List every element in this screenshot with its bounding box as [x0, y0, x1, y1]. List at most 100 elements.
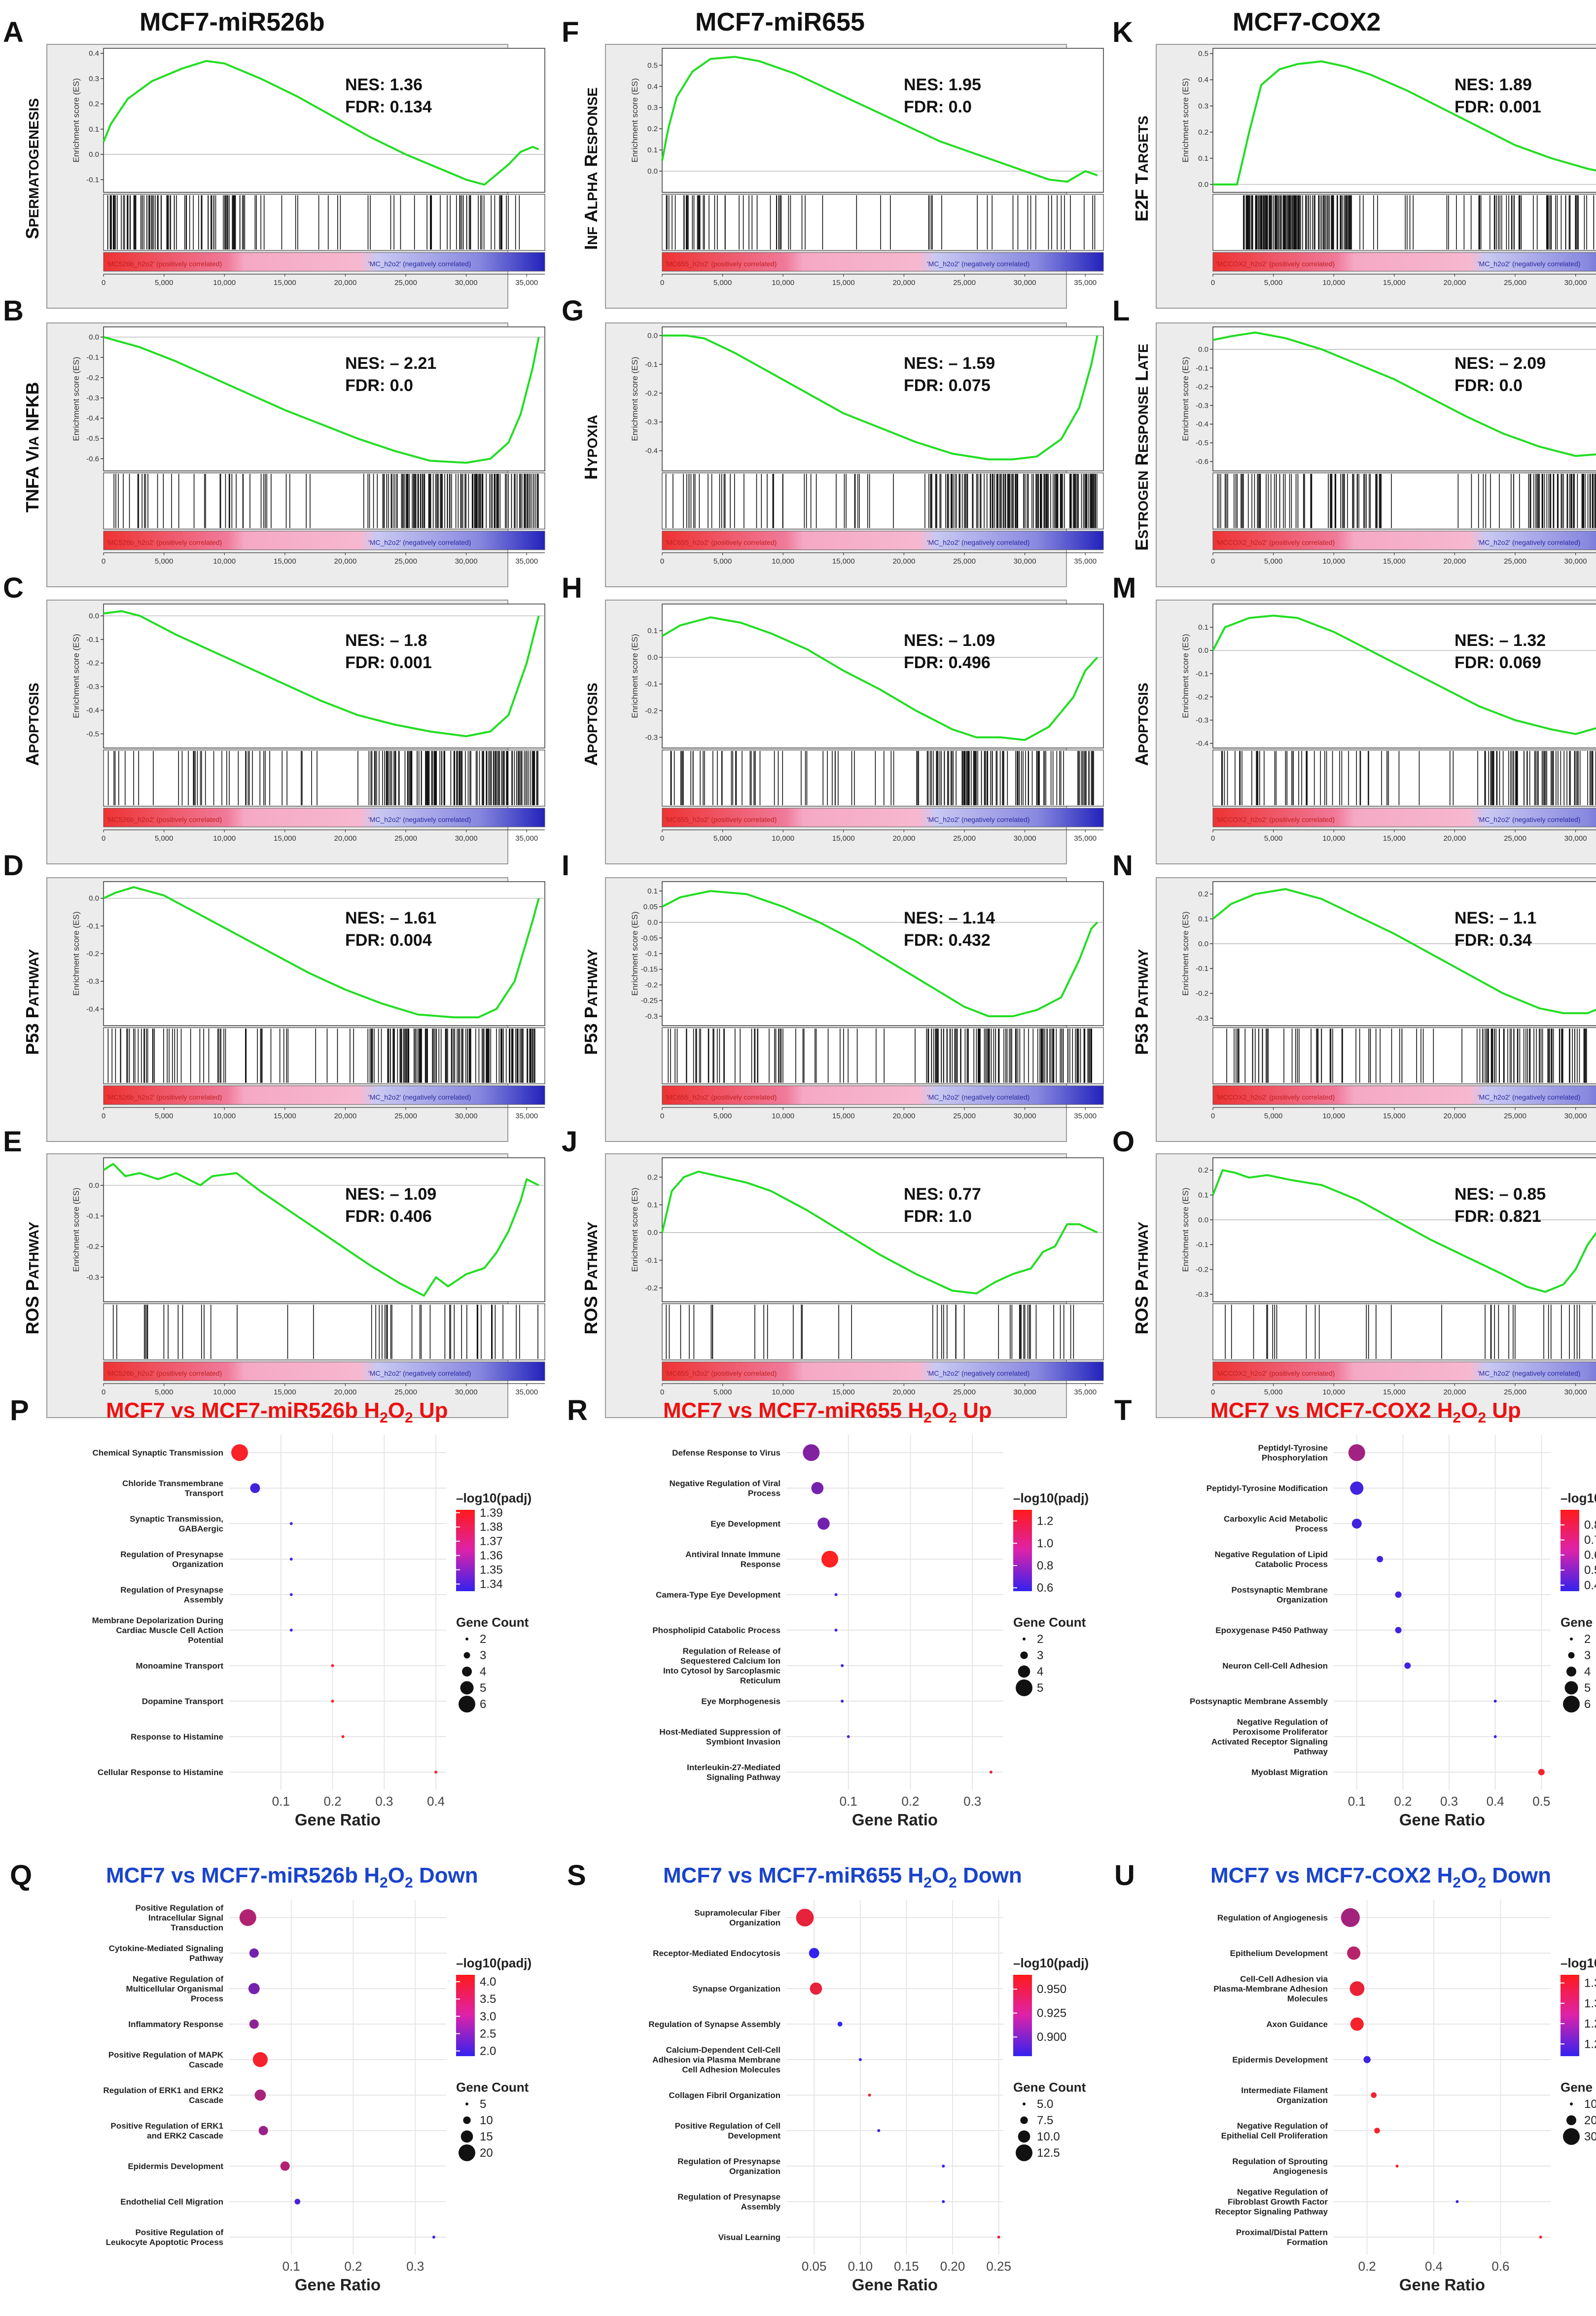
dot [796, 1909, 814, 1926]
gene-set-name: ROS PATHWAY [581, 1221, 601, 1334]
x-tick-label: 35,000 [515, 1112, 538, 1120]
caps-initial: E2F [1132, 189, 1152, 221]
color-bar [456, 1510, 475, 1591]
term-label: Regulation of Presynapse Assembly [677, 2192, 780, 2211]
es-plot-area [1212, 48, 1596, 193]
x-tick-label: 10,000 [772, 1388, 794, 1396]
term-label: Interleukin-27-Mediated Signaling Pathway [687, 1763, 780, 1782]
term-label: Cytokine-Mediated Signaling Pathway [109, 1944, 224, 1963]
size-legend-title: Gene Count [1561, 1615, 1596, 1630]
term-line: Monoamine Transport [136, 1661, 223, 1671]
term-line: Synaptic Transmission, [130, 1514, 223, 1524]
color-bar [1013, 1510, 1032, 1591]
x-tick-label: 0.6 [1491, 2259, 1509, 2274]
term-line: Regulation of Sprouting [1232, 2157, 1328, 2166]
x-tick-label: 25,000 [394, 834, 417, 843]
term-label: Regulation of Angiogenesis [1217, 1913, 1328, 1923]
size-legend-dot [1566, 1667, 1576, 1676]
panel-letter: J [562, 1126, 577, 1158]
dot [858, 2058, 862, 2061]
dot [997, 2236, 1000, 2239]
term-line: Myoblast Migration [1251, 1768, 1328, 1777]
panel-letter: H [562, 572, 582, 604]
caps-initial: A [1132, 753, 1152, 766]
x-tick-label: 15,000 [832, 279, 855, 287]
color-tick-label: 1.30 [1584, 1997, 1596, 2010]
positive-label: 'MC526b_h2o2' (positively correlated) [106, 816, 222, 823]
term-line: Organization [729, 2167, 780, 2176]
negative-label: 'MC_h2o2' (negatively correlated) [368, 538, 471, 546]
term-line: Phospholipid Catabolic Process [652, 1626, 780, 1635]
y-axis-label: Enrichment score (ES) [1181, 1188, 1190, 1272]
term-label: Regulation of Sprouting Angiogenesis [1232, 2157, 1328, 2176]
size-legend-label: 12.5 [1037, 2146, 1060, 2160]
dot-plot-title: MCF7 vs MCF7-miR526b H2O2 Down [106, 1863, 478, 1891]
x-tick-label: 25,000 [394, 557, 417, 566]
fdr-value: FDR: 1.0 [904, 1207, 972, 1226]
caps-initial: S [22, 227, 42, 239]
term-line: Chemical Synaptic Transmission [93, 1448, 223, 1458]
x-tick-label: 0.1 [1348, 1794, 1366, 1809]
size-legend-dot [459, 2144, 475, 2161]
term-line: Regulation of Presynapse [677, 2157, 780, 2166]
size-legend-dot [1023, 2102, 1026, 2105]
term-label: Proximal/Distal Pattern Formation [1236, 2228, 1328, 2247]
gene-set-name: TNFA VIA NFKB [22, 382, 42, 513]
x-tick-label: 30,000 [455, 834, 478, 843]
y-tick-label: -0.3 [645, 1012, 658, 1021]
enrichment-curve [1212, 888, 1596, 1014]
dot [331, 1700, 334, 1703]
negative-label: 'MC_h2o2' (negatively correlated) [1478, 538, 1580, 546]
x-tick-label: 35,000 [515, 834, 538, 843]
x-tick-label: 30,000 [1014, 1112, 1036, 1120]
panel-letter: F [562, 16, 579, 48]
negative-label: 'MC_h2o2' (negatively correlated) [927, 1369, 1029, 1377]
fdr-value: FDR: 0.406 [345, 1207, 432, 1226]
term-label: Camera-Type Eye Development [656, 1590, 780, 1600]
size-legend-label: 10.0 [1037, 2130, 1060, 2143]
term-line: Molecules [1287, 1994, 1328, 2003]
size-legend-label: 2 [1584, 1633, 1591, 1646]
dot-plot-t: T MCF7 vs MCF7-COX2 H2O2 Up0.1 0.2 0.3 0.4 0.… [1114, 1394, 1596, 1829]
y-tick-label: -0.2 [1196, 1266, 1208, 1274]
size-legend-dot [1018, 1665, 1030, 1678]
x-tick-label: 20,000 [892, 1112, 915, 1120]
x-tick-label: 30,000 [1014, 834, 1036, 843]
dot-plot-title: MCF7 vs MCF7-miR526b H2O2 Up [106, 1398, 448, 1426]
plot-panel [1334, 1435, 1551, 1790]
y-tick-label: -0.4 [86, 1005, 99, 1013]
caps-initial: P53 [1132, 1023, 1152, 1055]
dot [837, 2022, 843, 2027]
term-line: Regulation of Presynapse [120, 1585, 223, 1595]
size-legend-dot [465, 2102, 468, 2105]
x-tick-label: 0.1 [283, 2259, 300, 2274]
dot [989, 1771, 993, 1774]
x-tick-label: 35,000 [515, 279, 538, 287]
x-tick-label: 25,000 [394, 1112, 417, 1120]
negative-label: 'MC_h2o2' (negatively correlated) [927, 538, 1029, 546]
y-tick-label: 0.0 [1198, 1216, 1208, 1224]
panel-letter: G [562, 295, 584, 327]
fdr-value: FDR: 0.496 [904, 653, 991, 672]
fdr-value: FDR: 0.0 [345, 376, 413, 395]
gsea-panel-j: J ROS PATHWAY Enrichment score (ES) 0.2 0.1 0… [562, 1126, 1104, 1418]
size-legend-label: 5 [480, 1681, 486, 1695]
nes-value: NES: 0.77 [904, 1185, 981, 1204]
size-legend-label: 20 [480, 2146, 493, 2160]
x-tick-label: 10,000 [1322, 557, 1345, 566]
x-tick-label: 0.3 [375, 1794, 393, 1809]
column-header: MCF7-COX2 [1233, 8, 1381, 36]
color-tick-label: 1.20 [1584, 2037, 1596, 2051]
color-tick-label: 0.925 [1037, 2007, 1066, 2020]
term-label: Negative Regulation of Epithelial Cell Pr… [1221, 2121, 1328, 2140]
ranked-list-bar [662, 1361, 1104, 1381]
size-legend-dot [1018, 2130, 1030, 2143]
x-tick-label: 0 [102, 279, 106, 287]
dot-plot-title: MCF7 vs MCF7-COX2 H2O2 Down [1210, 1863, 1551, 1891]
x-tick-label: 10,000 [772, 279, 794, 287]
dot [1349, 1981, 1365, 1996]
y-tick-label: -0.05 [641, 934, 658, 942]
x-tick-label: 15,000 [832, 1112, 855, 1120]
term-label: Carboxylic Acid Metabolic Process [1224, 1514, 1328, 1533]
